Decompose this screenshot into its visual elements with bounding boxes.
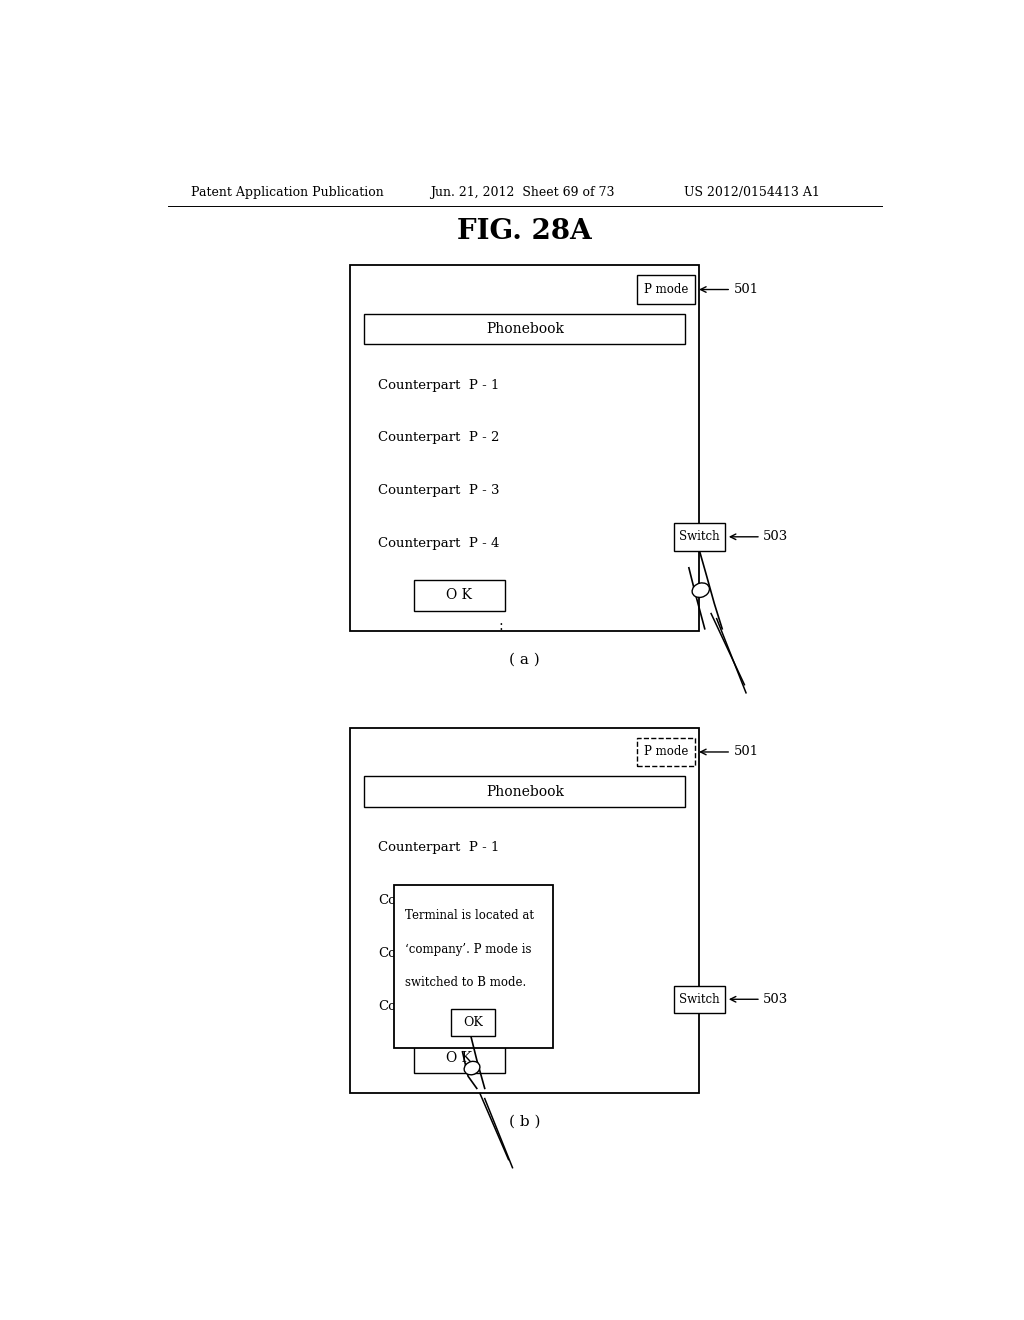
Text: Coun: Coun (378, 946, 413, 960)
Text: switched to B mode.: switched to B mode. (404, 977, 526, 989)
Text: ( b ): ( b ) (509, 1115, 541, 1129)
Text: Switch: Switch (679, 993, 720, 1006)
FancyBboxPatch shape (350, 727, 699, 1093)
FancyBboxPatch shape (674, 523, 725, 550)
Text: 501: 501 (733, 746, 759, 759)
Text: 503: 503 (763, 531, 788, 544)
Text: FIG. 28A: FIG. 28A (458, 218, 592, 246)
FancyBboxPatch shape (674, 986, 725, 1012)
FancyBboxPatch shape (638, 276, 695, 304)
Text: Counterpart  P - 2: Counterpart P - 2 (378, 432, 500, 445)
Text: Counterpart  P - 3: Counterpart P - 3 (378, 484, 500, 498)
Text: Counterpart  P - 1: Counterpart P - 1 (378, 841, 500, 854)
FancyBboxPatch shape (365, 776, 685, 807)
Text: Phonebook: Phonebook (485, 322, 564, 337)
Text: Counterpart  P - 1: Counterpart P - 1 (378, 379, 500, 392)
Text: Jun. 21, 2012  Sheet 69 of 73: Jun. 21, 2012 Sheet 69 of 73 (430, 186, 614, 199)
Text: Terminal is located at: Terminal is located at (404, 909, 534, 923)
Ellipse shape (464, 1061, 480, 1074)
FancyBboxPatch shape (414, 581, 505, 611)
Text: OK: OK (463, 1016, 483, 1028)
Text: ‘company’. P mode is: ‘company’. P mode is (404, 942, 531, 956)
FancyBboxPatch shape (414, 1043, 505, 1073)
Text: Counterpart  P - 4: Counterpart P - 4 (378, 537, 500, 550)
Text: P mode: P mode (644, 746, 689, 759)
Text: Switch: Switch (679, 531, 720, 544)
Text: 503: 503 (763, 993, 788, 1006)
Ellipse shape (692, 583, 710, 598)
Text: Coun: Coun (378, 999, 413, 1012)
Text: O K: O K (446, 589, 472, 602)
FancyBboxPatch shape (638, 738, 695, 766)
Text: US 2012/0154413 A1: US 2012/0154413 A1 (684, 186, 819, 199)
Text: ( a ): ( a ) (509, 652, 541, 667)
Text: Phonebook: Phonebook (485, 784, 564, 799)
Text: :: : (499, 619, 504, 632)
FancyBboxPatch shape (350, 265, 699, 631)
FancyBboxPatch shape (452, 1008, 495, 1036)
Text: :: : (499, 601, 504, 614)
Text: 501: 501 (733, 282, 759, 296)
FancyBboxPatch shape (394, 886, 553, 1048)
Text: O K: O K (446, 1051, 472, 1065)
FancyBboxPatch shape (365, 314, 685, 345)
Text: P mode: P mode (644, 282, 689, 296)
Text: Coun: Coun (378, 894, 413, 907)
Text: Patent Application Publication: Patent Application Publication (191, 186, 384, 199)
